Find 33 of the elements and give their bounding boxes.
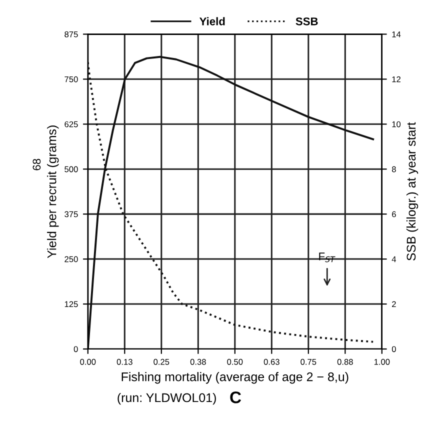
x-tick-label: 0.75 [300,358,316,365]
x-tick-label: 0.63 [264,358,280,365]
y-tick-label: 0 [74,346,78,352]
x-tick-label: 1.00 [374,358,390,365]
y-axis-title: Yield per recruit (grams) [47,126,59,258]
y-tick-label: 125 [64,301,78,308]
x-axis-title: Fishing mortality (average of age 2 − 8,u) [122,372,348,384]
y-tick-label: 875 [64,31,78,38]
y2-tick-label: 10 [392,121,401,128]
legend-label: SSB [296,17,318,26]
legend-label: Yield [199,17,225,26]
y2-tick-label: 12 [392,76,400,82]
text: (run: YLDWOL01) [118,392,216,405]
y2-tick-label: 8 [392,166,396,172]
y-tick-label: 750 [64,76,78,82]
y-tick-label: 625 [64,121,78,128]
y2-tick-label: 4 [392,256,396,262]
x-tick-label: 0.50 [227,358,243,365]
y-tick-label: 375 [64,211,78,218]
x-tick-label: 0.25 [154,358,170,365]
text: 68 [32,158,41,170]
x-tick-label: 0.00 [80,358,96,365]
y-tick-label: 500 [64,166,78,172]
y2-axis-title: SSB (kilogr.) at year start [406,122,418,260]
y-tick-label: 250 [64,256,78,262]
x-tick-label: 0.38 [190,358,206,365]
y2-tick-label: 0 [392,346,396,352]
y2-tick-label: 14 [392,31,401,38]
y2-tick-label: 6 [392,211,396,218]
text: C [230,391,242,404]
y2-tick-label: 2 [392,301,396,308]
x-tick-label: 0.88 [337,358,353,365]
x-tick-label: 0.13 [116,358,132,365]
